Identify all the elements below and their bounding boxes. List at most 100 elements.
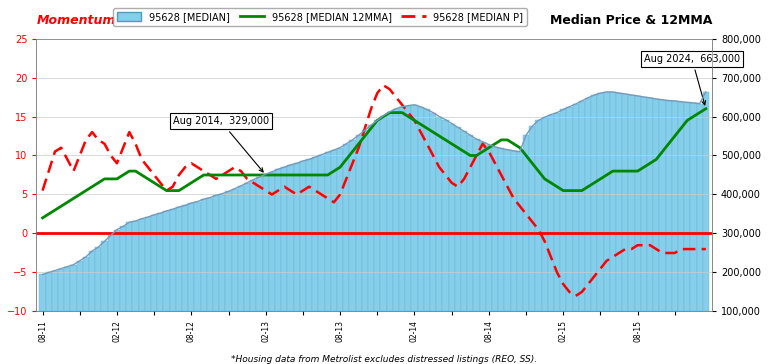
- Bar: [300, 161, 306, 312]
- Bar: [436, 116, 442, 312]
- Bar: [343, 144, 349, 312]
- Bar: [473, 139, 479, 312]
- Bar: [412, 105, 418, 312]
- Bar: [145, 217, 151, 312]
- Bar: [442, 120, 449, 312]
- Bar: [380, 116, 386, 312]
- Bar: [71, 265, 77, 312]
- Text: Momentum: Momentum: [36, 14, 116, 27]
- Bar: [244, 183, 250, 312]
- Bar: [250, 180, 257, 312]
- Bar: [641, 97, 647, 312]
- Bar: [523, 135, 529, 312]
- Bar: [684, 103, 690, 312]
- Bar: [65, 266, 71, 312]
- Bar: [579, 101, 585, 312]
- Bar: [108, 236, 114, 312]
- Bar: [39, 274, 45, 312]
- Text: Aug 2014,  329,000: Aug 2014, 329,000: [173, 116, 269, 172]
- Bar: [406, 106, 412, 312]
- Bar: [139, 219, 145, 312]
- Bar: [461, 131, 467, 312]
- Bar: [703, 92, 709, 312]
- Bar: [52, 270, 58, 312]
- Bar: [622, 94, 628, 312]
- Bar: [164, 211, 170, 312]
- Bar: [362, 130, 368, 312]
- Bar: [176, 207, 182, 312]
- Bar: [498, 149, 505, 312]
- Bar: [573, 104, 579, 312]
- Bar: [281, 167, 287, 312]
- Bar: [95, 247, 101, 312]
- Bar: [697, 104, 703, 312]
- Bar: [114, 230, 120, 312]
- Bar: [325, 153, 331, 312]
- Bar: [157, 213, 164, 312]
- Bar: [467, 135, 473, 312]
- Legend: 95628 [MEDIAN], 95628 [MEDIAN 12MMA], 95628 [MEDIAN P]: 95628 [MEDIAN], 95628 [MEDIAN 12MMA], 95…: [113, 8, 528, 26]
- Bar: [386, 112, 392, 312]
- Bar: [653, 99, 660, 312]
- Bar: [132, 221, 139, 312]
- Bar: [591, 95, 598, 312]
- Bar: [45, 273, 52, 312]
- Bar: [213, 195, 219, 312]
- Bar: [238, 186, 244, 312]
- Bar: [505, 150, 511, 312]
- Bar: [554, 112, 560, 312]
- Bar: [269, 172, 275, 312]
- Bar: [541, 117, 548, 312]
- Bar: [200, 199, 207, 312]
- Bar: [392, 109, 399, 312]
- Bar: [77, 261, 83, 312]
- Bar: [331, 150, 337, 312]
- Bar: [492, 147, 498, 312]
- Bar: [257, 177, 263, 312]
- Bar: [517, 151, 523, 312]
- Bar: [647, 98, 653, 312]
- Bar: [672, 101, 678, 312]
- Bar: [263, 174, 269, 312]
- Bar: [83, 257, 89, 312]
- Text: Median Price & 12MMA: Median Price & 12MMA: [550, 14, 712, 27]
- Bar: [690, 103, 697, 312]
- Bar: [356, 135, 362, 312]
- Bar: [306, 159, 313, 312]
- Text: Aug 2024,  663,000: Aug 2024, 663,000: [644, 54, 740, 105]
- Bar: [337, 148, 343, 312]
- Bar: [188, 203, 194, 312]
- Bar: [170, 209, 176, 312]
- Bar: [101, 241, 108, 312]
- Bar: [566, 107, 573, 312]
- Bar: [479, 142, 486, 312]
- Bar: [616, 93, 622, 312]
- Bar: [634, 96, 641, 312]
- Bar: [548, 115, 554, 312]
- Bar: [486, 145, 492, 312]
- Bar: [418, 107, 424, 312]
- Bar: [182, 205, 188, 312]
- Bar: [560, 110, 566, 312]
- Bar: [660, 100, 666, 312]
- Bar: [313, 157, 319, 312]
- Bar: [374, 120, 380, 312]
- Bar: [449, 123, 455, 312]
- Bar: [293, 163, 300, 312]
- Bar: [598, 93, 604, 312]
- Bar: [628, 95, 634, 312]
- Bar: [585, 98, 591, 312]
- Bar: [424, 110, 430, 312]
- Bar: [126, 222, 132, 312]
- Bar: [58, 269, 65, 312]
- Bar: [666, 100, 672, 312]
- Bar: [535, 120, 541, 312]
- Bar: [610, 92, 616, 312]
- Bar: [151, 215, 157, 312]
- Bar: [455, 127, 461, 312]
- Bar: [207, 198, 213, 312]
- Bar: [430, 112, 436, 312]
- Bar: [89, 251, 95, 312]
- Bar: [226, 191, 232, 312]
- Bar: [604, 92, 610, 312]
